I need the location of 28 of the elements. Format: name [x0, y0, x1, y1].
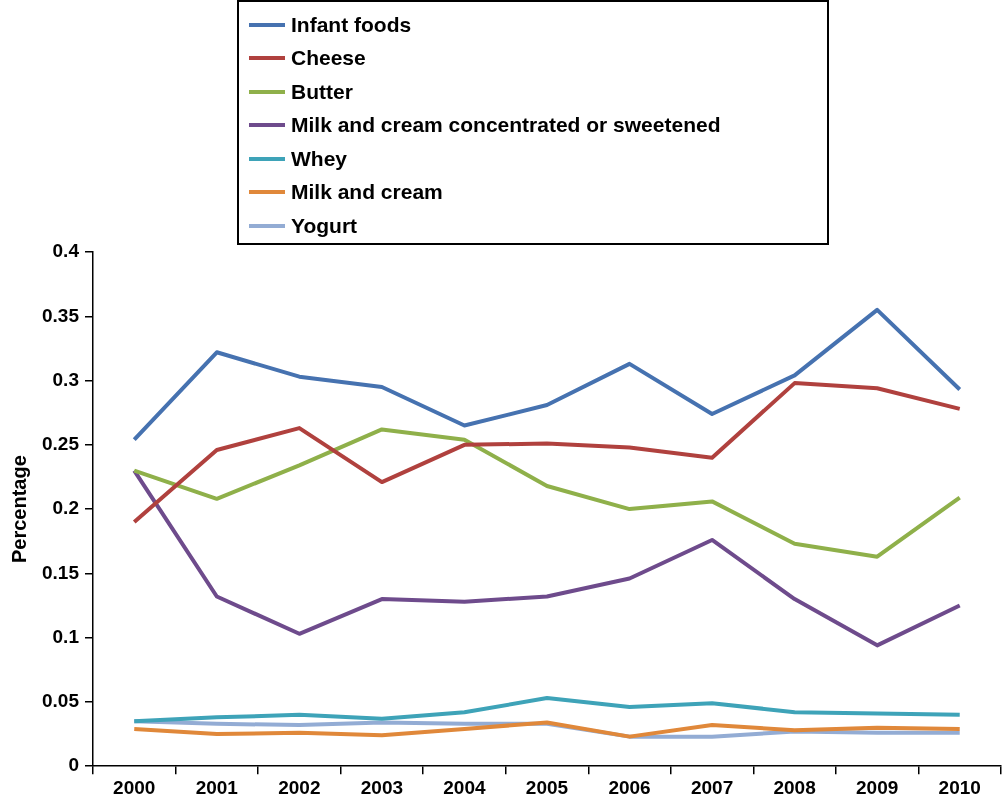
x-tick-label: 2000 — [113, 776, 156, 798]
legend-label: Yogurt — [291, 213, 358, 238]
legend-label: Milk and cream — [291, 180, 443, 205]
y-tick-label: 0.35 — [42, 304, 80, 326]
x-tick-label: 2009 — [856, 776, 899, 798]
x-tick-label: 2001 — [195, 776, 239, 798]
legend-label: Whey — [291, 146, 348, 171]
y-tick-label: 0.2 — [52, 497, 79, 519]
x-tick-label: 2007 — [690, 776, 734, 798]
x-tick-label: 2004 — [443, 776, 486, 798]
x-tick-label: 2002 — [278, 776, 321, 798]
legend-label: Milk and cream concentrated or sweetened — [291, 113, 721, 138]
y-tick-label: 0.25 — [42, 433, 80, 455]
x-tick-label: 2005 — [525, 776, 569, 798]
x-tick-label: 2010 — [938, 776, 981, 798]
y-axis-title: Percentage — [7, 455, 30, 564]
x-tick-label: 2008 — [773, 776, 816, 798]
legend-label: Butter — [291, 79, 353, 104]
legend-label: Infant foods — [291, 12, 412, 37]
y-tick-label: 0.15 — [42, 561, 80, 583]
y-tick-label: 0.1 — [52, 625, 80, 647]
x-tick-label: 2003 — [360, 776, 404, 798]
y-tick-label: 0.4 — [52, 240, 80, 262]
x-tick-label: 2006 — [608, 776, 651, 798]
legend-label: Cheese — [291, 46, 366, 71]
y-tick-label: 0.3 — [52, 368, 79, 390]
y-tick-label: 0 — [68, 754, 79, 776]
y-tick-label: 0.05 — [42, 690, 80, 712]
